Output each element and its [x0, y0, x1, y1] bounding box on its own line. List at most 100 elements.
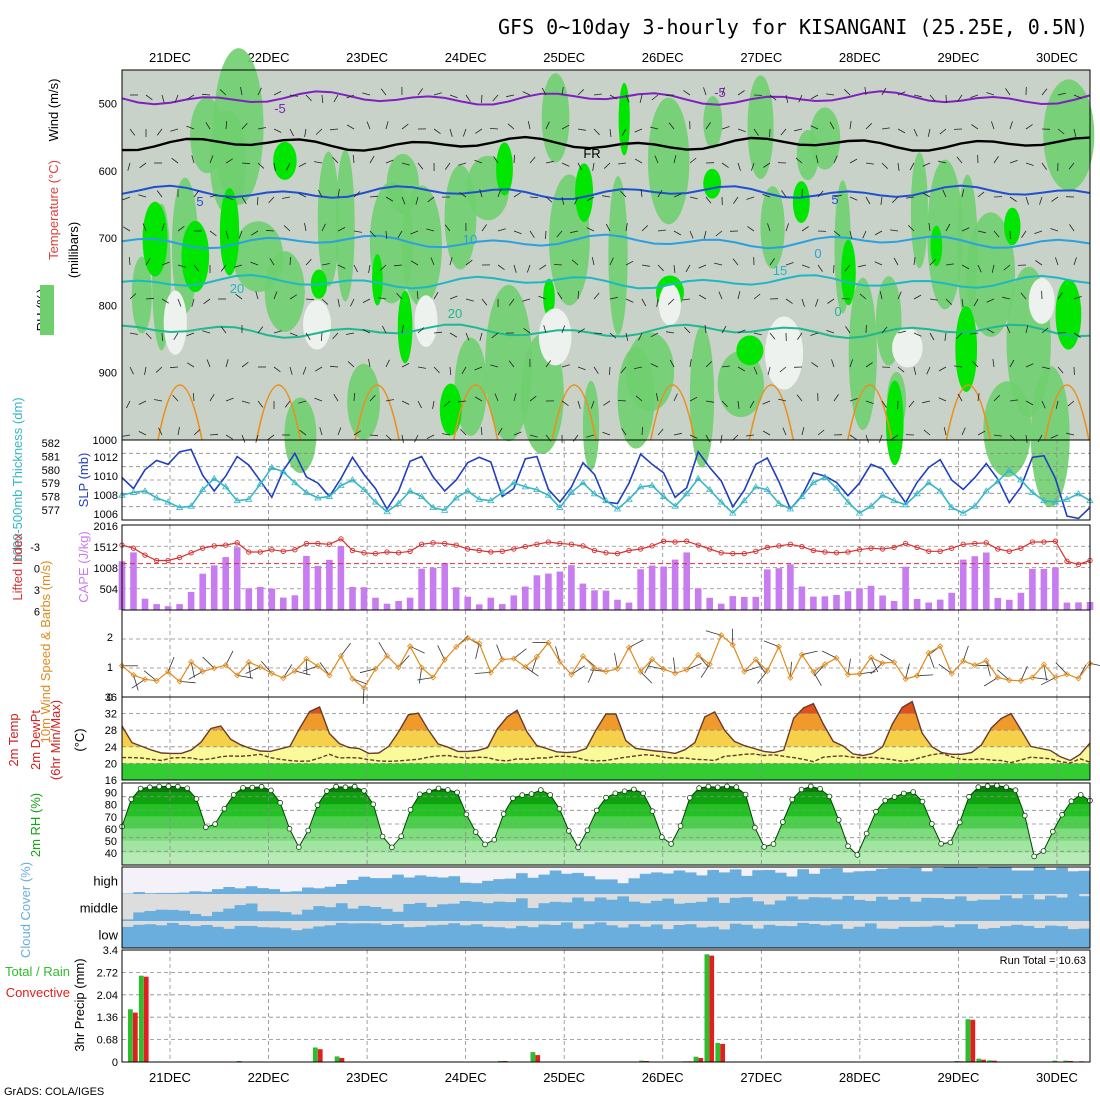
wind-barb	[849, 196, 858, 201]
wind-barb	[938, 160, 947, 164]
wind-barb	[494, 393, 499, 402]
wind-barb	[986, 298, 995, 303]
wind-barb	[1057, 92, 1066, 96]
dewpoint-axis-label: 2m DewPt	[28, 710, 43, 770]
wind-barb-10m	[437, 645, 446, 660]
wind-barb-10m	[997, 669, 1010, 681]
wind-barb	[957, 94, 963, 102]
cloud-cell	[414, 926, 427, 948]
wind-barb	[621, 428, 627, 436]
wind-barb	[186, 125, 195, 130]
wind-barb-10m	[962, 645, 969, 662]
cloud-cell	[977, 928, 990, 948]
wind-barb	[673, 393, 678, 402]
cloud-cell	[324, 925, 337, 948]
wind-barb	[833, 155, 838, 164]
wind-speed-point	[914, 672, 921, 679]
cloud-cell	[684, 902, 697, 921]
cape-bar	[487, 597, 495, 610]
cloud-cell	[943, 927, 956, 948]
wind-barb	[641, 264, 650, 267]
date-label-bottom: 30DEC	[1036, 1070, 1078, 1085]
precip-total-bar	[693, 1056, 699, 1062]
wind-barb	[289, 94, 298, 97]
wind-barb	[161, 332, 164, 342]
cloud-cell	[842, 928, 855, 948]
wind-barb	[397, 230, 403, 239]
cloud-cell	[122, 926, 134, 948]
wind-barb	[417, 88, 424, 96]
thickness-point	[544, 491, 553, 498]
wind-speed-point	[948, 670, 955, 677]
wind-barb	[609, 128, 612, 137]
cloud-cell	[335, 922, 348, 948]
wind-barb	[193, 264, 200, 272]
isotherm-label: FR	[583, 146, 600, 161]
wind-speed-point	[522, 663, 529, 671]
wind-barb	[401, 400, 410, 405]
precip-convective-bar	[992, 1060, 997, 1062]
wind-speed-point	[234, 672, 241, 679]
cloud-cell	[707, 870, 719, 894]
cloud-cell	[516, 898, 528, 921]
wind-tick: 1	[107, 662, 113, 674]
wind-barb	[401, 325, 404, 334]
rh-saturated-area	[397, 290, 413, 364]
lifted-index-point	[741, 550, 747, 557]
wind-barb	[1073, 332, 1081, 338]
wind-barb	[556, 230, 563, 238]
rh-point	[668, 841, 674, 847]
thickness-point	[268, 463, 276, 470]
cape-bar	[475, 604, 483, 610]
thickness-point	[222, 483, 230, 490]
wind-barb	[273, 291, 278, 300]
wind-barb	[683, 90, 691, 96]
minmax-axis-label: (6hr Min/Max)	[48, 700, 63, 780]
wind-barb	[650, 332, 659, 338]
thickness-point	[579, 478, 587, 486]
cloud-cell	[842, 872, 855, 894]
slp-panel-frame	[121, 439, 1091, 521]
thickness-tick: 578	[42, 492, 60, 504]
isotherm-label: 5	[831, 192, 838, 207]
thickness-point	[706, 485, 714, 493]
date-label-top: 30DEC	[1036, 50, 1078, 65]
wind-barb	[465, 94, 471, 102]
wind-barb	[922, 192, 931, 198]
precip-total-bar	[715, 1042, 721, 1062]
cloud-cell	[279, 891, 292, 894]
wind-barb	[142, 223, 147, 232]
wind-barb	[235, 293, 243, 300]
wind-barb	[897, 162, 900, 171]
cloud-cell	[729, 897, 742, 921]
lifted-index-point	[799, 543, 805, 550]
wind-barb	[956, 332, 963, 339]
wind-barb	[442, 433, 451, 436]
cape-bar	[222, 557, 229, 610]
cloud-cell	[369, 907, 382, 921]
thickness-point	[729, 509, 737, 516]
rh-point	[593, 807, 600, 814]
cape-bar	[833, 595, 840, 610]
cloud-cell	[909, 901, 922, 921]
wind-speed-point	[649, 656, 656, 663]
lifted-index-point	[1064, 558, 1070, 564]
cloud-cell	[606, 879, 618, 894]
rh-moist-area	[608, 176, 628, 336]
wind-barb	[177, 298, 182, 307]
wind-barb	[305, 94, 312, 102]
wind-barb-10m	[260, 660, 273, 674]
wind-barb	[673, 432, 682, 436]
cloud-cell	[504, 878, 517, 894]
wind-barb	[444, 162, 451, 170]
wind-barb	[1003, 264, 1011, 271]
wind-barb	[890, 229, 899, 232]
wind-barb	[618, 162, 627, 165]
wind-barb	[522, 298, 531, 302]
rh-dry-area	[765, 316, 804, 390]
wind-barb-10m	[763, 640, 779, 647]
cloud-cell	[876, 896, 888, 921]
rh-point	[203, 824, 209, 831]
wind-barb	[746, 196, 755, 200]
wind-speed-point	[360, 684, 368, 692]
